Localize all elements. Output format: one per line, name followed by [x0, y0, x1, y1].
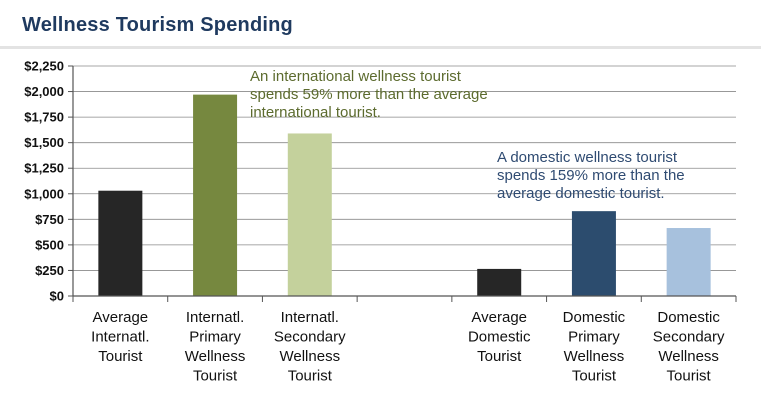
x-category-label: Average Domestic Tourist	[468, 309, 531, 365]
category-labels: Average Internatl. Tourist Internatl. Primar…	[91, 309, 725, 385]
y-tick-label: $250	[35, 263, 64, 278]
bar	[666, 228, 711, 296]
bar	[287, 133, 332, 296]
y-tick-label: $500	[35, 237, 64, 252]
x-category-label: Internatl. Primary Wellness Tourist	[185, 309, 246, 385]
bar	[193, 94, 238, 296]
y-tick-label: $1,750	[24, 110, 64, 125]
axes	[72, 66, 737, 302]
x-category-label: Average Internatl. Tourist	[91, 309, 149, 365]
bar	[477, 268, 522, 296]
y-tick-label: $2,000	[24, 84, 64, 99]
bar	[98, 190, 143, 296]
bars	[98, 94, 711, 296]
y-tick-label: $2,250	[24, 59, 64, 74]
gridlines	[73, 65, 736, 271]
title-divider	[0, 46, 761, 49]
y-tick-label: $750	[35, 212, 64, 227]
annotation-text: A domestic wellness tourist spends 159% m…	[497, 149, 685, 202]
y-tick-label: $1,500	[24, 135, 64, 150]
bar	[571, 211, 616, 296]
y-axis-ticks: $0 $250 $500 $750 $1,000 $1,250 $1,500 $1,750 $2…	[24, 59, 73, 304]
x-category-label: Domestic Primary Wellness Tourist	[563, 309, 626, 385]
y-tick-label: $0	[50, 289, 64, 304]
annotations: An international wellness tourist spends …	[250, 68, 685, 202]
y-tick-label: $1,250	[24, 161, 64, 176]
y-tick-label: $1,000	[24, 186, 64, 201]
x-category-label: Domestic Secondary Wellness Tourist	[653, 309, 725, 385]
chart-title: Wellness Tourism Spending	[22, 14, 293, 36]
annotation-text: An international wellness tourist spends …	[250, 68, 488, 121]
x-category-label: Internatl. Secondary Wellness Tourist	[274, 309, 346, 385]
